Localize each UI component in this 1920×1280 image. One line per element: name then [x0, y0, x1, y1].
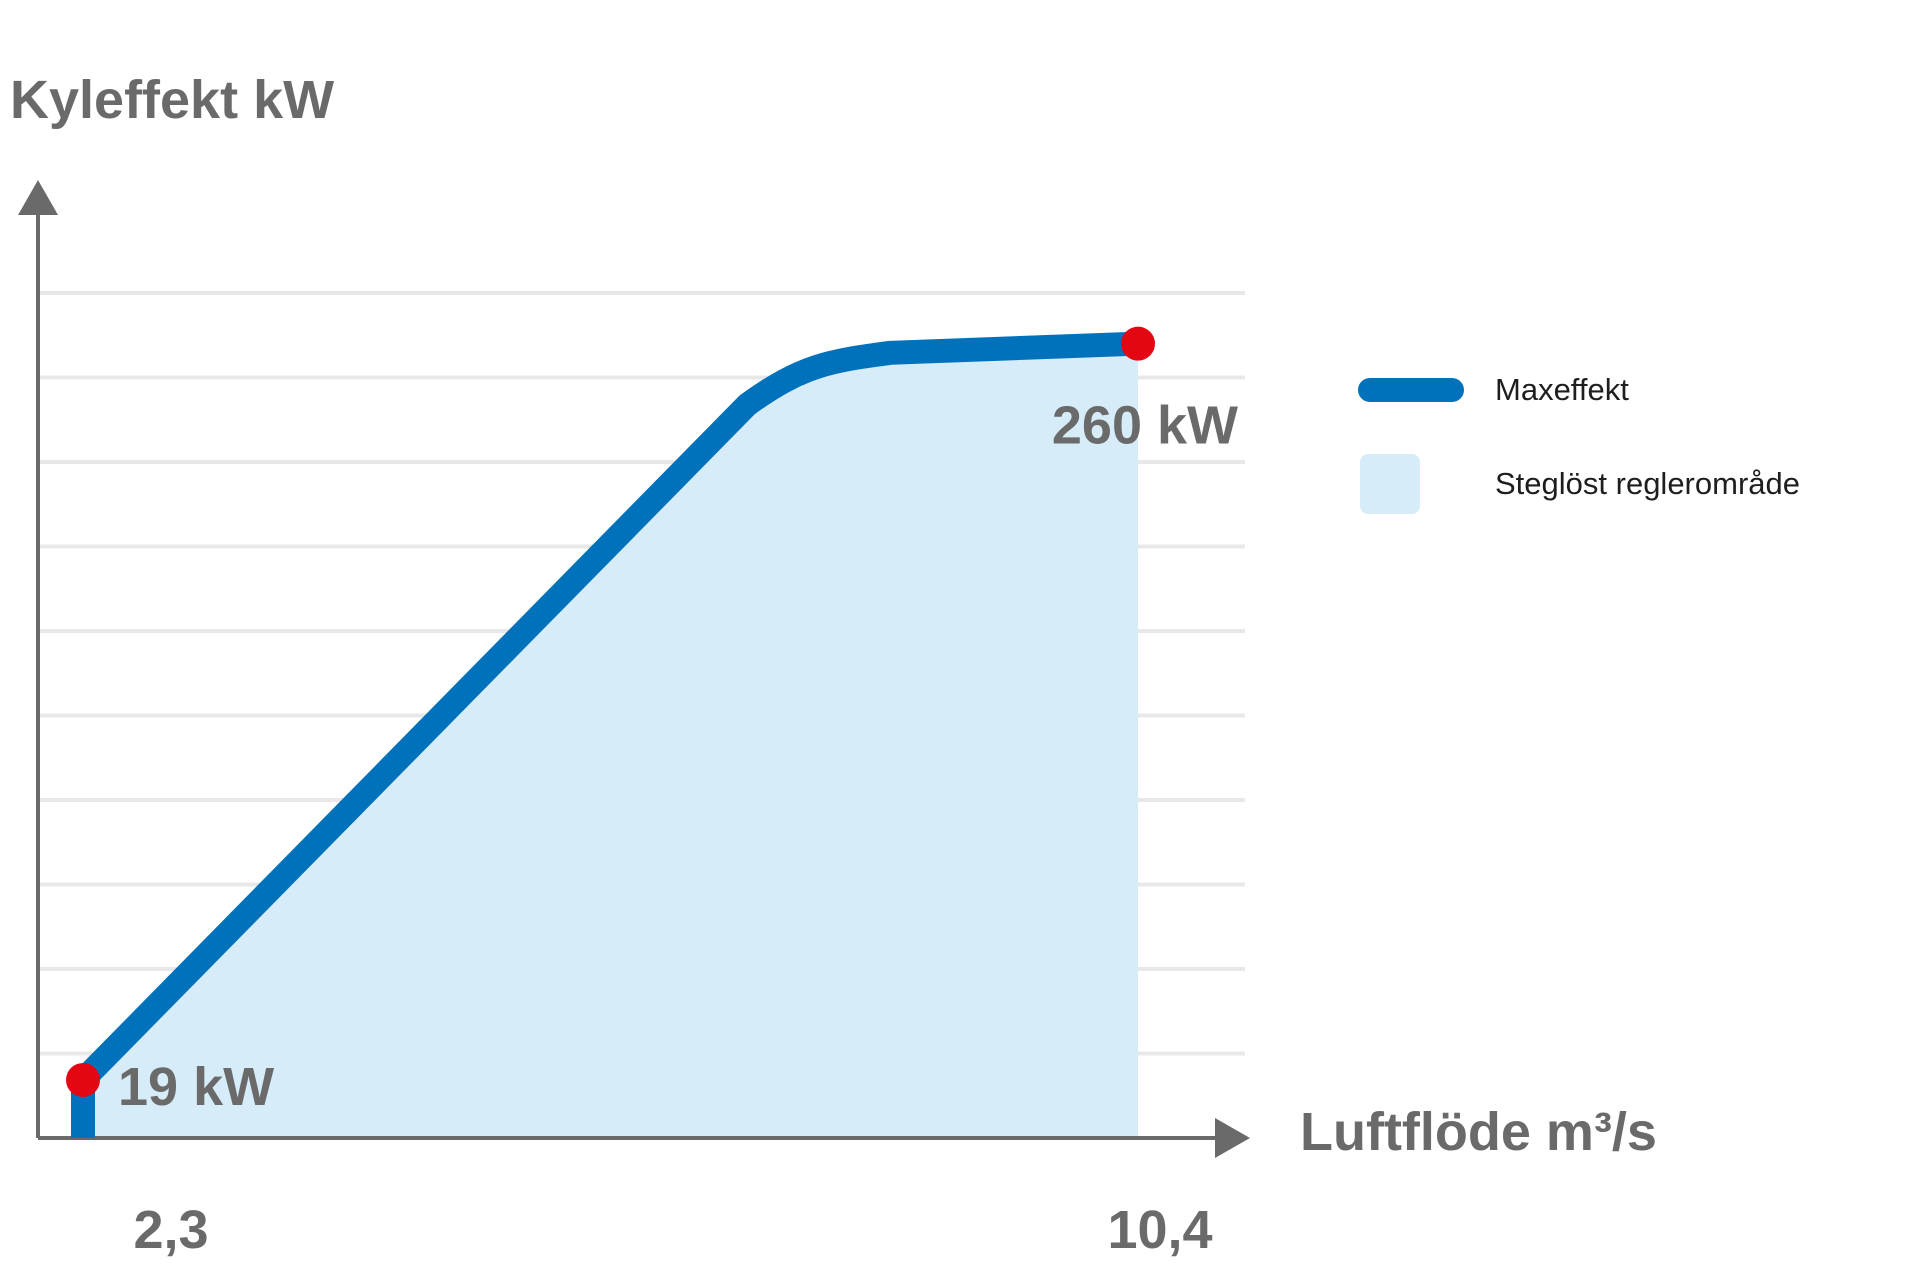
legend-maxeffekt-label: Maxeffekt — [1495, 372, 1629, 407]
maxeffekt-line — [71, 331, 1139, 1138]
marker-point — [66, 1062, 100, 1097]
y-axis-title: Kyleffekt kW — [10, 70, 334, 130]
legend-area-label: Steglöst reglerområde — [1495, 466, 1800, 501]
marker-value-label: 19 kW — [118, 1057, 274, 1117]
marker-point — [1121, 326, 1155, 361]
legend: Maxeffekt Steglöst reglerområde — [1358, 372, 1800, 514]
marker-value-label: 260 kW — [1052, 396, 1238, 456]
legend-area-swatch — [1360, 454, 1420, 514]
y-axis-arrow — [18, 180, 58, 215]
x-axis-arrow — [1215, 1118, 1250, 1158]
x-tick-label: 2,3 — [133, 1200, 208, 1260]
x-tick-label: 10,4 — [1107, 1200, 1212, 1260]
axes — [18, 180, 1250, 1158]
x-tick-labels: 2,3 10,4 — [133, 1200, 1212, 1260]
control-range-area — [83, 343, 1138, 1139]
x-axis-title: Luftflöde m³/s — [1300, 1102, 1657, 1162]
markers: 19 kW 260 kW — [66, 326, 1238, 1117]
